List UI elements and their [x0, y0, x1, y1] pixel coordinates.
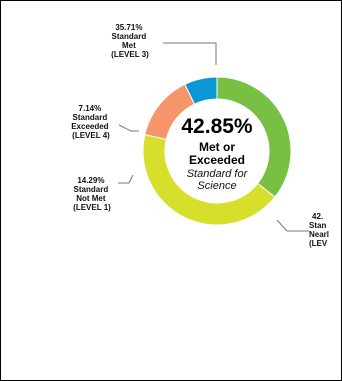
level-2-line-nearly: Nearl — [309, 230, 329, 239]
level-4-line-level: (LEVEL 4) — [72, 131, 110, 140]
level-2-percent: 42. — [312, 212, 323, 221]
center-percent: 42.85% — [181, 115, 253, 138]
leader-line-level-1 — [118, 174, 134, 184]
slice-label-level-3: 35.71% Standard Met (LEVEL 3) — [111, 23, 149, 59]
level-1-percent: 14.29% — [77, 176, 104, 185]
level-4-percent: 7.14% — [79, 104, 102, 113]
level-4-line-exceeded: Exceeded — [71, 122, 108, 131]
level-3-line-level: (LEVEL 3) — [111, 50, 149, 59]
leader-line-level-4 — [118, 124, 139, 132]
leader-line-level-2 — [276, 219, 309, 232]
level-3-line-standard: Standard — [112, 32, 147, 41]
level-4-line-standard: Standard — [73, 113, 108, 122]
level-3-percent: 35.71% — [115, 23, 142, 32]
leader-line-level-3 — [163, 42, 217, 65]
center-line-met-or: Met or — [199, 140, 235, 154]
level-3-line-met: Met — [122, 41, 136, 50]
slice-label-level-4: 7.14% Standard Exceeded (LEVEL 4) — [71, 104, 111, 140]
level-2-line-level: (LEV — [309, 239, 328, 248]
level-2-line-standard: Stan — [309, 221, 326, 230]
level-1-line-level: (LEVEL 1) — [73, 203, 111, 212]
slice-label-level-1: 14.29% Standard Not Met (LEVEL 1) — [73, 176, 111, 212]
center-line-science: Science — [197, 180, 236, 192]
slice-level-4 — [184, 76, 218, 105]
center-line-standard-for: Standard for — [187, 168, 249, 180]
center-line-exceeded: Exceeded — [189, 153, 245, 167]
slice-label-level-2: 42. Stan Nearl (LEV — [309, 212, 331, 248]
level-1-line-not-met: Not Met — [76, 194, 106, 203]
level-1-line-standard: Standard — [74, 185, 109, 194]
